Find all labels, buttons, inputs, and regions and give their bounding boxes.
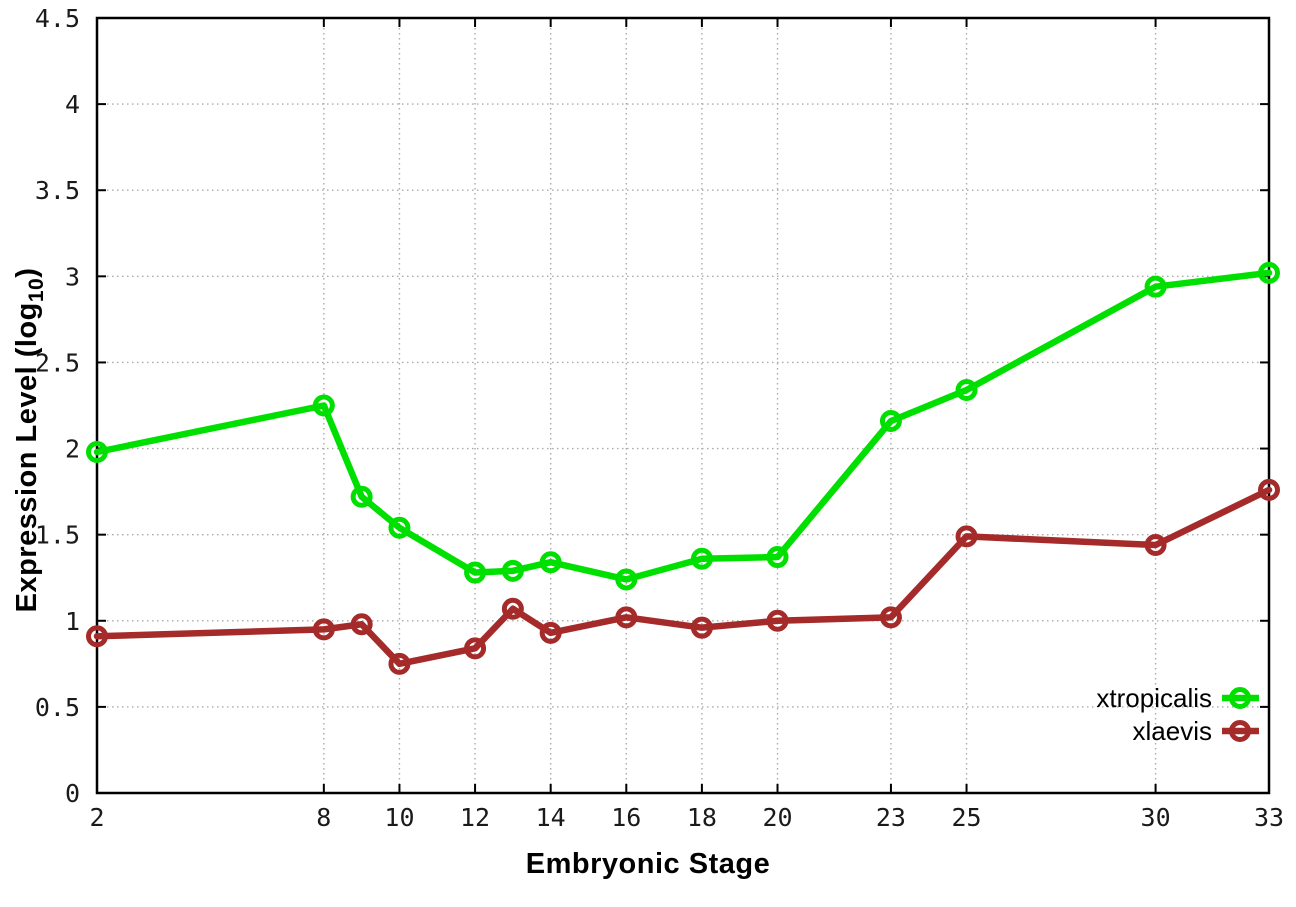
x-tick-label: 33 xyxy=(1254,803,1284,832)
data-point-xlaevis xyxy=(464,637,487,660)
y-tick-label: 2.5 xyxy=(35,348,80,377)
legend-label-xtropicalis: xtropicalis xyxy=(1096,683,1212,713)
y-tick-label: 1 xyxy=(65,607,80,636)
y-axis-title-suffix: ) xyxy=(11,267,43,278)
data-point-xtropicalis xyxy=(312,394,335,417)
data-point-xlaevis xyxy=(539,621,562,644)
x-axis-title: Embryonic Stage xyxy=(525,848,771,880)
x-tick-label: 2 xyxy=(89,803,104,832)
data-point-xlaevis xyxy=(690,616,713,639)
x-tick-label: 20 xyxy=(762,803,792,832)
data-point-xlaevis xyxy=(766,609,789,632)
data-point-xtropicalis xyxy=(1258,261,1280,284)
legend-label-xlaevis: xlaevis xyxy=(1133,716,1212,746)
x-tick-label: 23 xyxy=(876,803,906,832)
y-tick-label: 2 xyxy=(65,435,80,464)
data-point-xtropicalis xyxy=(464,561,487,584)
x-tick-label: 30 xyxy=(1141,803,1171,832)
series-line-xlaevis xyxy=(93,486,1273,668)
data-point-xtropicalis xyxy=(350,485,373,508)
y-axis-title-text: Expression Level (log xyxy=(11,302,43,613)
data-point-xtropicalis xyxy=(86,441,108,463)
y-tick-label: 0 xyxy=(65,779,80,808)
data-point-xlaevis xyxy=(388,652,411,675)
data-point-xtropicalis xyxy=(955,379,978,401)
plot-border xyxy=(95,16,1271,795)
x-tick-label: 25 xyxy=(951,803,981,832)
data-point-xtropicalis xyxy=(539,551,562,574)
data-point-xlaevis xyxy=(615,606,638,629)
legend-marker-xlaevis xyxy=(1229,720,1251,742)
data-point-xlaevis xyxy=(1144,534,1167,556)
legend-marker-xtropicalis xyxy=(1229,687,1251,709)
data-point-xtropicalis xyxy=(388,516,411,539)
data-point-xtropicalis xyxy=(615,568,638,591)
data-point-xlaevis xyxy=(312,618,335,641)
y-axis-title: Expression Level (log10) xyxy=(11,190,51,690)
y-tick-label: 1.5 xyxy=(35,521,80,550)
x-tick-label: 12 xyxy=(460,803,490,832)
x-tick-label: 14 xyxy=(536,803,566,832)
x-tick-label: 10 xyxy=(384,803,414,832)
data-point-xtropicalis xyxy=(690,547,713,570)
data-point-xlaevis xyxy=(86,625,108,648)
series-line-xtropicalis xyxy=(93,269,1273,583)
data-point-xtropicalis xyxy=(1144,275,1167,298)
data-point-xlaevis xyxy=(955,525,978,548)
x-tick-label: 18 xyxy=(687,803,717,832)
x-tick-label: 16 xyxy=(611,803,641,832)
data-point-xtropicalis xyxy=(766,546,789,569)
data-point-xlaevis xyxy=(501,597,524,620)
data-point-xtropicalis xyxy=(501,559,524,582)
data-point-xlaevis xyxy=(1258,478,1280,501)
x-tick-label: 8 xyxy=(316,803,331,832)
y-tick-label: 4.5 xyxy=(35,4,80,33)
y-tick-label: 4 xyxy=(65,90,80,119)
data-point-xlaevis xyxy=(350,613,373,636)
y-tick-label: 3.5 xyxy=(35,176,80,205)
y-tick-label: 3 xyxy=(65,262,80,291)
y-axis-title-subscript: 10 xyxy=(24,277,48,303)
data-point-xlaevis xyxy=(879,606,902,629)
y-tick-label: 0.5 xyxy=(35,693,80,722)
data-point-xtropicalis xyxy=(879,410,902,432)
